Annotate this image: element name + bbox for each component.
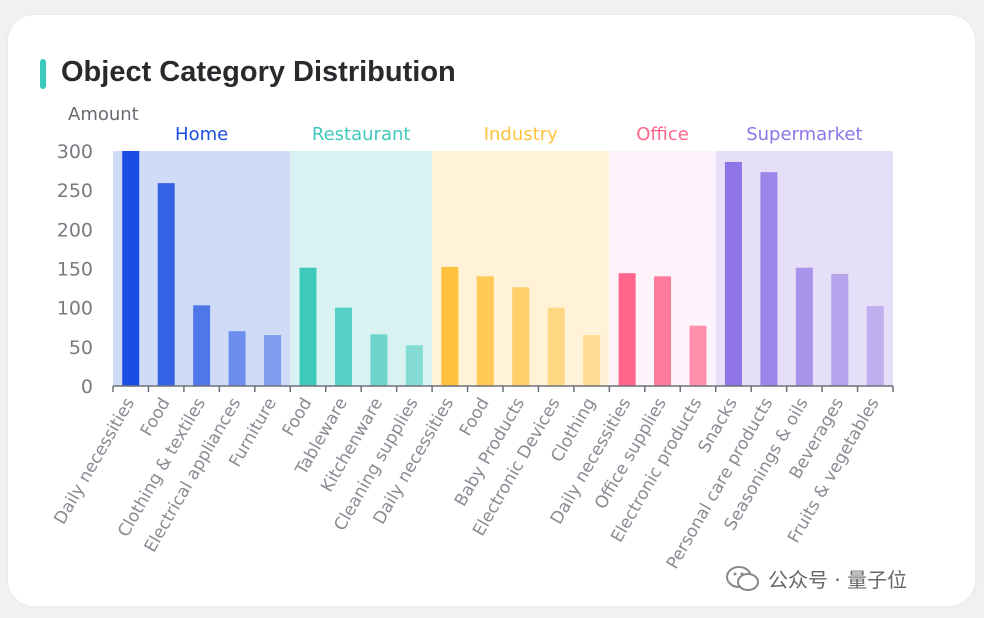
- bar: [264, 335, 282, 386]
- bar: [654, 276, 672, 386]
- x-tick-label: Food: [279, 395, 317, 440]
- bar: [689, 325, 707, 386]
- title-accent-bar: [40, 59, 46, 89]
- bar: [476, 276, 494, 386]
- y-tick-label: 150: [57, 259, 93, 281]
- bar: [795, 267, 813, 386]
- group-label: Industry: [484, 124, 558, 145]
- y-tick-label: 300: [57, 141, 93, 163]
- bar: [299, 267, 317, 386]
- y-tick-label: 200: [57, 219, 93, 241]
- bar: [724, 161, 742, 386]
- y-tick-label: 0: [81, 376, 93, 398]
- bar: [618, 273, 636, 386]
- bar: [547, 307, 565, 386]
- bar: [193, 305, 211, 386]
- bar: [405, 345, 423, 386]
- group-label: Office: [636, 124, 689, 145]
- bar: [334, 307, 352, 386]
- watermark-text: 公众号 · 量子位: [768, 568, 908, 592]
- group-label: Supermarket: [746, 124, 862, 145]
- bar: [512, 287, 530, 386]
- x-tick-label: Daily necessities: [50, 394, 139, 528]
- wechat-icon: [726, 565, 759, 591]
- bar: [122, 151, 140, 386]
- y-tick-label: 100: [57, 298, 93, 320]
- watermark: 公众号 · 量子位: [726, 564, 907, 593]
- bar: [760, 172, 778, 386]
- bar: [866, 306, 884, 386]
- bar: [228, 331, 246, 386]
- y-tick-label: 250: [57, 180, 93, 202]
- group-label: Restaurant: [312, 124, 411, 145]
- x-tick-label: Food: [456, 394, 494, 439]
- bar: [157, 183, 175, 386]
- group-label: Home: [175, 124, 228, 145]
- y-axis-label: Amount: [68, 104, 139, 125]
- chart-title: Object Category Distribution: [61, 56, 456, 88]
- y-tick-label: 50: [69, 337, 93, 359]
- bar: [831, 273, 849, 386]
- bar: [441, 266, 459, 386]
- bar: [583, 335, 601, 386]
- bar: [370, 334, 388, 386]
- x-tick-label: Food: [137, 395, 175, 440]
